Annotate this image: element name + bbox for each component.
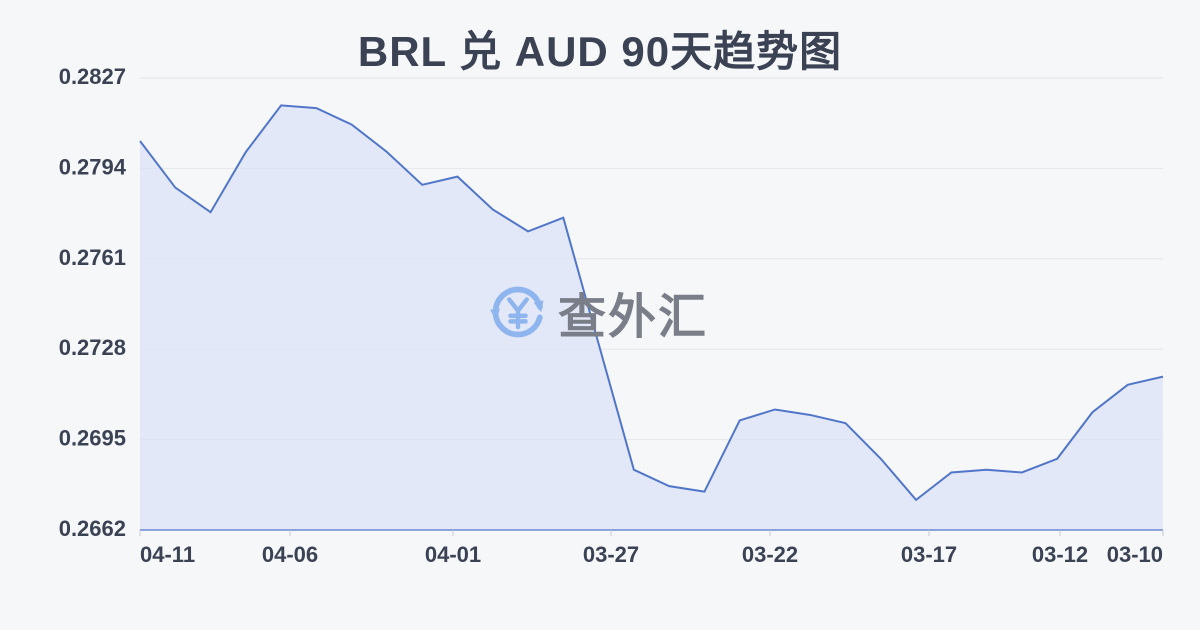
svg-text:0.2827: 0.2827 — [59, 64, 126, 89]
svg-text:03-17: 03-17 — [901, 542, 957, 567]
svg-text:04-06: 04-06 — [262, 542, 318, 567]
svg-text:0.2761: 0.2761 — [59, 245, 126, 270]
svg-text:04-11: 04-11 — [140, 542, 195, 567]
svg-text:0.2695: 0.2695 — [59, 426, 126, 451]
svg-text:03-10: 03-10 — [1107, 542, 1163, 567]
svg-text:04-01: 04-01 — [425, 542, 481, 567]
svg-text:0.2662: 0.2662 — [59, 516, 126, 541]
svg-text:0.2794: 0.2794 — [59, 154, 127, 179]
svg-text:03-27: 03-27 — [583, 542, 639, 567]
svg-text:03-22: 03-22 — [742, 542, 798, 567]
svg-text:03-12: 03-12 — [1032, 542, 1088, 567]
svg-text:0.2728: 0.2728 — [59, 335, 126, 360]
